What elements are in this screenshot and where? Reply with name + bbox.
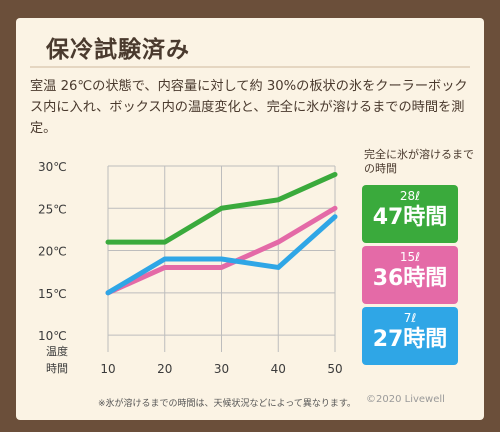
y-tick-label: 10℃ <box>38 329 67 343</box>
x-tick-label: 10 <box>100 362 115 376</box>
page-title: 保冷試験済み <box>46 37 190 63</box>
footnote: ※氷が溶けるまでの時間は、天候状況などによって異なります。 <box>98 399 356 409</box>
result-volume: 28ℓ <box>399 189 421 203</box>
x-tick-label: 40 <box>271 362 286 376</box>
y-tick-label: 25℃ <box>38 202 67 216</box>
x-tick-label: 20 <box>157 362 172 376</box>
legend-note: 完全に氷が溶けるまでの時間 <box>364 148 474 175</box>
title-divider <box>30 66 470 68</box>
x-axis-label: 時間 <box>46 362 68 375</box>
x-tick-label: 50 <box>327 362 342 376</box>
result-time: 47時間 <box>372 205 448 230</box>
result-volume: 15ℓ <box>399 250 421 264</box>
result-time: 36時間 <box>372 266 448 291</box>
series-line <box>105 214 338 296</box>
series-line <box>105 205 338 296</box>
series-line <box>105 171 338 245</box>
y-tick-label: 15℃ <box>38 287 67 301</box>
y-axis-label: 温度 <box>46 344 68 358</box>
y-tick-label: 20℃ <box>38 245 67 259</box>
copyright: ©2020 Livewell <box>366 394 445 405</box>
result-box-28l: 28ℓ 47時間 <box>362 185 458 243</box>
chart-series <box>105 171 338 296</box>
result-volume: 7ℓ <box>403 311 417 325</box>
y-tick-label: 30℃ <box>38 160 67 174</box>
x-tick-label: 30 <box>214 362 229 376</box>
test-description: 室温 26℃の状態で、内容量に対して約 30%の板状の氷をクーラーボックス内に入… <box>30 79 468 136</box>
result-box-7l: 7ℓ 27時間 <box>362 307 458 365</box>
result-time: 27時間 <box>372 327 448 352</box>
chart-ticks: 30℃ 25℃ 20℃ 15℃ 10℃ 10 20 30 40 50 <box>38 160 343 376</box>
result-box-15l: 15ℓ 36時間 <box>362 246 458 304</box>
